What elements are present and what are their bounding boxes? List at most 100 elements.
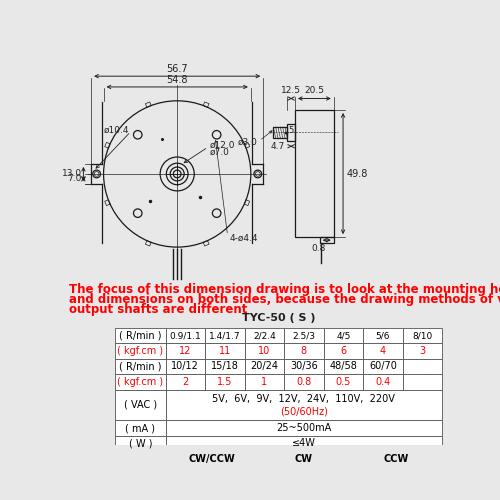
Bar: [274, 127, 287, 138]
Bar: [205, 328, 244, 344]
Text: CCW: CCW: [384, 454, 409, 464]
Text: 1: 1: [262, 377, 268, 387]
Bar: [363, 328, 403, 344]
Text: 10/12: 10/12: [172, 362, 200, 372]
Bar: [115, 390, 166, 420]
Text: 11: 11: [218, 346, 231, 356]
Bar: [115, 344, 166, 359]
Bar: [363, 344, 403, 359]
Text: ø3.0: ø3.0: [238, 138, 258, 147]
Text: 20.5: 20.5: [304, 86, 324, 96]
Text: 2.5/3: 2.5/3: [292, 331, 316, 340]
Text: 12.5: 12.5: [281, 86, 301, 96]
Text: ( W ): ( W ): [128, 438, 152, 448]
Text: 0.8: 0.8: [296, 377, 312, 387]
Text: 5V,  6V,  9V,  12V,  24V,  110V,  220V: 5V, 6V, 9V, 12V, 24V, 110V, 220V: [212, 394, 396, 404]
Bar: [244, 359, 284, 374]
Text: 5: 5: [288, 126, 294, 134]
Text: ø10.4: ø10.4: [104, 126, 129, 134]
Text: 4: 4: [380, 346, 386, 356]
Text: 4-ø4.4: 4-ø4.4: [229, 234, 258, 242]
Text: 1.5: 1.5: [217, 377, 232, 387]
Bar: [166, 451, 258, 466]
Bar: [115, 374, 166, 390]
Text: 6: 6: [340, 346, 346, 356]
Text: 48/58: 48/58: [330, 362, 357, 372]
Text: 1.4/1.7: 1.4/1.7: [209, 331, 240, 340]
Bar: [324, 374, 363, 390]
Text: 12: 12: [179, 346, 192, 356]
Bar: [402, 344, 442, 359]
Bar: [402, 374, 442, 390]
Text: 0.8: 0.8: [311, 244, 326, 253]
Text: 56.7: 56.7: [166, 64, 188, 74]
Bar: [166, 359, 205, 374]
Text: ( R/min ): ( R/min ): [119, 330, 162, 340]
Bar: [284, 328, 324, 344]
Bar: [350, 451, 442, 466]
Bar: [402, 328, 442, 344]
Bar: [205, 359, 244, 374]
Text: The focus of this dimension drawing is to look at the mounting holes: The focus of this dimension drawing is t…: [68, 284, 500, 296]
Bar: [324, 359, 363, 374]
Text: 8/10: 8/10: [412, 331, 432, 340]
Bar: [205, 344, 244, 359]
Text: 0.5: 0.5: [336, 377, 351, 387]
Bar: [166, 328, 205, 344]
Text: 30/36: 30/36: [290, 362, 318, 372]
Bar: [258, 451, 350, 466]
Bar: [166, 420, 442, 436]
Text: 2/2.4: 2/2.4: [253, 331, 276, 340]
Text: 5/6: 5/6: [376, 331, 390, 340]
Bar: [295, 110, 334, 237]
Text: 15/18: 15/18: [211, 362, 239, 372]
Bar: [115, 420, 166, 436]
Text: ø12.0: ø12.0: [210, 141, 236, 150]
Text: 60/70: 60/70: [369, 362, 397, 372]
Bar: [166, 374, 205, 390]
Text: 7.0: 7.0: [68, 174, 82, 184]
Bar: [115, 359, 166, 374]
Text: 10: 10: [258, 346, 270, 356]
Bar: [115, 328, 166, 344]
Text: 0.9/1.1: 0.9/1.1: [170, 331, 201, 340]
Bar: [284, 359, 324, 374]
Bar: [166, 390, 442, 420]
Text: 4.7: 4.7: [270, 142, 285, 150]
Text: CW/CCW: CW/CCW: [188, 454, 235, 464]
Bar: [244, 344, 284, 359]
Bar: [402, 359, 442, 374]
Bar: [166, 344, 205, 359]
Text: output shafts are different: output shafts are different: [68, 304, 247, 316]
Bar: [324, 328, 363, 344]
Bar: [115, 451, 166, 466]
Bar: [284, 374, 324, 390]
Text: ( kgf.cm ): ( kgf.cm ): [118, 377, 164, 387]
Bar: [320, 237, 334, 244]
Text: 13.0: 13.0: [62, 170, 82, 178]
Text: ( kgf.cm ): ( kgf.cm ): [118, 346, 164, 356]
Text: ( mA ): ( mA ): [126, 423, 156, 433]
Text: TYC-50 ( S ): TYC-50 ( S ): [242, 314, 316, 324]
Bar: [166, 436, 442, 451]
Text: (50/60Hz): (50/60Hz): [280, 406, 328, 416]
Bar: [284, 344, 324, 359]
Text: 49.8: 49.8: [346, 168, 368, 178]
Text: 2: 2: [182, 377, 188, 387]
Bar: [205, 374, 244, 390]
Bar: [363, 359, 403, 374]
Text: and dimensions on both sides, because the drawing methods of various: and dimensions on both sides, because th…: [68, 294, 500, 306]
Bar: [244, 328, 284, 344]
Text: 0.4: 0.4: [376, 377, 390, 387]
Bar: [244, 374, 284, 390]
Text: ≤4W: ≤4W: [292, 438, 316, 448]
Text: 20/24: 20/24: [250, 362, 278, 372]
Text: ( R/min ): ( R/min ): [119, 362, 162, 372]
Text: 4/5: 4/5: [336, 331, 350, 340]
Bar: [363, 374, 403, 390]
Bar: [324, 344, 363, 359]
Text: 8: 8: [301, 346, 307, 356]
Bar: [287, 124, 295, 141]
Text: ø7.0: ø7.0: [210, 148, 230, 157]
Text: 3: 3: [420, 346, 426, 356]
